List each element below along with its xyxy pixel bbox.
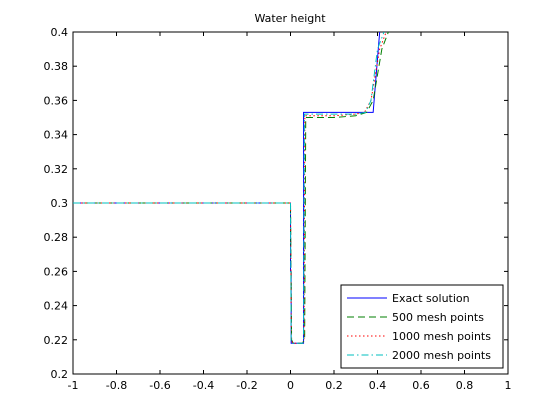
- y-tick-label: 0.24: [44, 300, 69, 313]
- y-tick-label: 0.32: [44, 163, 69, 176]
- y-tick-label: 0.2: [51, 368, 69, 381]
- legend-label: 2000 mesh points: [392, 349, 491, 362]
- x-tick-label: 1: [505, 379, 512, 392]
- legend-label: 500 mesh points: [392, 311, 484, 324]
- y-tick-label: 0.4: [51, 26, 69, 39]
- y-axis: 0.2 0.22 0.24 0.26 0.28 0.3 0.32 0.34 0.36 0.38 0.…: [44, 26, 508, 381]
- x-tick-label: -0.8: [106, 379, 127, 392]
- y-tick-label: 0.34: [44, 129, 69, 142]
- y-tick-label: 0.28: [44, 231, 69, 244]
- legend: Exact solution 500 mesh points 1000 mesh p…: [340, 284, 504, 369]
- y-tick-label: 0.26: [44, 265, 69, 278]
- y-tick-label: 0.22: [44, 334, 69, 347]
- x-tick-label: 0.8: [456, 379, 474, 392]
- x-tick-label: 0.6: [412, 379, 430, 392]
- y-tick-label: 0.38: [44, 60, 69, 73]
- y-tick-label: 0.36: [44, 94, 69, 107]
- x-tick-label: 0: [287, 379, 294, 392]
- x-tick-label: 0.2: [325, 379, 343, 392]
- series-layer: [73, 32, 389, 344]
- legend-label: Exact solution: [392, 292, 470, 305]
- x-tick-label: -0.2: [236, 379, 257, 392]
- chart-title: Water height: [254, 12, 326, 25]
- x-tick-label: -0.4: [193, 379, 214, 392]
- x-tick-label: 0.4: [369, 379, 387, 392]
- x-tick-label: -1: [68, 379, 79, 392]
- legend-box: [340, 284, 504, 369]
- legend-label: 1000 mesh points: [392, 330, 491, 343]
- y-tick-label: 0.3: [51, 197, 69, 210]
- series-line-2000-mesh-points: [73, 32, 385, 344]
- x-axis: -1 -0.8 -0.6 -0.4 -0.2 0 0.2 0.4 0.6 0.8 1: [68, 32, 512, 392]
- series-line-500-mesh-points: [73, 32, 389, 344]
- x-tick-label: -0.6: [149, 379, 170, 392]
